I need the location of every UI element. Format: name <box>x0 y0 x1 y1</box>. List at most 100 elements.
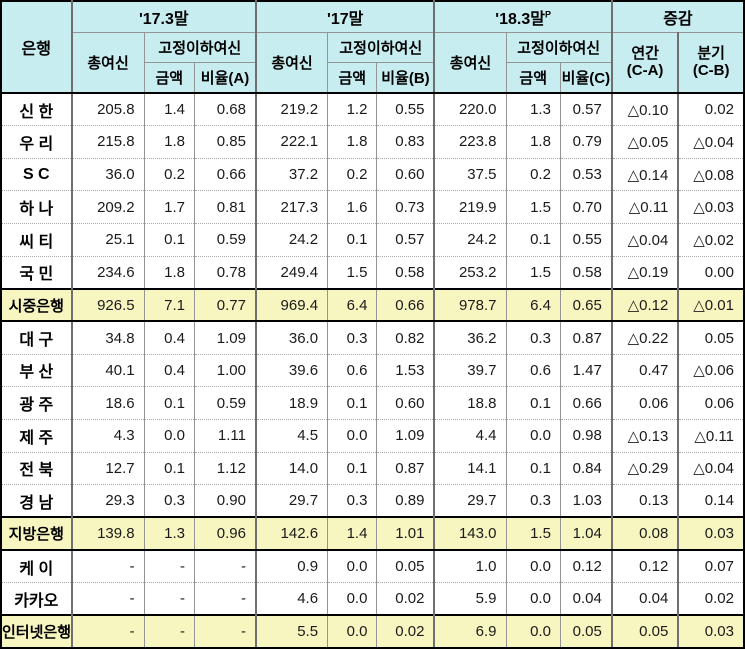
value-cell: 0.3 <box>143 484 196 518</box>
table-row: 국 민 234.6 1.8 0.78 249.4 1.5 0.58 253.2 1.5 0.58 △… <box>0 255 745 289</box>
value-cell: △0.05 <box>610 125 679 159</box>
value-cell: 0.98 <box>559 418 613 453</box>
summary-row: 지방은행 139.8 1.3 0.96 142.6 1.4 1.01 143.0 1.5 1.04… <box>0 516 745 551</box>
value-cell: 220.0 <box>433 92 507 126</box>
value-cell: 0.0 <box>143 418 196 453</box>
value-cell: 0.47 <box>610 353 679 387</box>
value-cell: 4.5 <box>255 418 329 453</box>
value-cell: 0.3 <box>327 484 378 518</box>
value-cell: 1.03 <box>559 484 613 518</box>
value-cell: 0.55 <box>559 223 613 257</box>
value-cell: 1.3 <box>505 92 561 126</box>
value-cell: △0.11 <box>677 418 745 453</box>
value-cell: - <box>70 614 145 649</box>
value-cell: 0.78 <box>194 255 257 289</box>
summary-row: 시중은행 926.5 7.1 0.77 969.4 6.4 0.66 978.7 6.4 0.65… <box>0 287 745 323</box>
value-cell: - <box>143 582 196 616</box>
value-cell: 0.0 <box>327 614 378 649</box>
value-cell: 0.4 <box>143 320 196 355</box>
value-cell: 1.2 <box>327 92 378 126</box>
table-row: 카카오 - - -4.6 0.0 0.02 5.9 0.0 0.04 0.04 0.02 <box>0 582 745 616</box>
value-cell: 0.04 <box>610 582 679 616</box>
value-cell: - <box>194 549 257 583</box>
value-cell: 1.4 <box>327 516 378 551</box>
table-row: 경 남 29.3 0.3 0.90 29.7 0.3 0.89 29.7 0.3 1.03 0.13… <box>0 484 745 518</box>
table-row: 대 구 34.8 0.4 1.09 36.0 0.3 0.82 36.2 0.3 0.87 △0.2… <box>0 320 745 355</box>
value-cell: 0.14 <box>677 484 745 518</box>
value-cell: 0.57 <box>559 92 613 126</box>
value-cell: 0.59 <box>194 386 257 420</box>
value-cell: 0.05 <box>559 614 613 649</box>
value-cell: 0.06 <box>677 386 745 420</box>
value-cell: 249.4 <box>255 255 329 289</box>
value-cell: 18.9 <box>255 386 329 420</box>
header-period-17: '17말 <box>254 0 435 33</box>
bank-name: 전 북 <box>0 451 73 485</box>
value-cell: 978.7 <box>433 287 507 323</box>
value-cell: 0.0 <box>327 582 378 616</box>
value-cell: 1.53 <box>376 353 435 387</box>
table-row: 케 이 - - -0.9 0.0 0.05 1.0 0.0 0.12 0.12 0.07 <box>0 549 745 583</box>
value-cell: 0.12 <box>610 549 679 583</box>
value-cell: 142.6 <box>255 516 329 551</box>
value-cell: 1.09 <box>194 320 257 355</box>
value-cell: - <box>70 549 145 583</box>
value-cell: 0.6 <box>505 353 561 387</box>
table-row: 부 산 40.1 0.4 1.00 39.6 0.6 1.53 39.7 0.6 1.47 0.47… <box>0 353 745 387</box>
bank-name: 국 민 <box>0 255 73 289</box>
value-cell: 0.60 <box>376 386 435 420</box>
header-total-loans-b: 총여신 <box>255 31 329 94</box>
header-period-17-3: '17.3말 <box>70 0 257 33</box>
value-cell: 253.2 <box>433 255 507 289</box>
value-cell: △0.04 <box>677 451 745 485</box>
header-ratio-c: 비율(C) <box>559 61 613 94</box>
value-cell: 0.68 <box>194 92 257 126</box>
value-cell: 0.96 <box>194 516 257 551</box>
value-cell: 1.5 <box>505 190 561 224</box>
value-cell: △0.12 <box>610 287 679 323</box>
value-cell: 217.3 <box>255 190 329 224</box>
value-cell: 1.11 <box>194 418 257 453</box>
value-cell: 1.8 <box>143 125 196 159</box>
bank-name: 시중은행 <box>0 287 73 323</box>
value-cell: 0.1 <box>143 386 196 420</box>
value-cell: 1.8 <box>327 125 378 159</box>
header-row-measures: 금액 비율(A) 금액 비율(B) 금액 비율(C) <box>1 61 744 94</box>
value-cell: 0.00 <box>677 255 745 289</box>
value-cell: 222.1 <box>255 125 329 159</box>
value-cell: 0.3 <box>327 320 378 355</box>
value-cell: 1.0 <box>433 549 507 583</box>
value-cell: 0.02 <box>677 92 745 126</box>
period-label: '17.3말 <box>138 10 189 28</box>
period-label: '18.3말 <box>495 10 545 28</box>
header-total-loans-a: 총여신 <box>70 31 145 94</box>
value-cell: 7.1 <box>143 287 196 323</box>
value-cell: △0.19 <box>610 255 679 289</box>
value-cell: 223.8 <box>433 125 507 159</box>
value-cell: 219.2 <box>255 92 329 126</box>
value-cell: △0.29 <box>610 451 679 485</box>
value-cell: 29.7 <box>433 484 507 518</box>
table-body: 신 한 205.8 1.4 0.68 219.2 1.2 0.55 220.0 1.3 0.57 △… <box>0 92 745 649</box>
value-cell: 5.5 <box>255 614 329 649</box>
table-row: 전 북 12.7 0.1 1.12 14.0 0.1 0.87 14.1 0.1 0.84 △0.2… <box>0 451 745 485</box>
value-cell: 0.03 <box>677 614 745 649</box>
value-cell: △0.03 <box>677 190 745 224</box>
header-amount-b: 금액 <box>327 61 378 94</box>
value-cell: 0.83 <box>376 125 435 159</box>
value-cell: 0.0 <box>505 614 561 649</box>
table-header: 은행 '17.3말 '17말 '18.3말P 증감 총여신 고정이하여신 총여신… <box>0 0 745 94</box>
value-cell: 24.2 <box>255 223 329 257</box>
value-cell: 219.9 <box>433 190 507 224</box>
value-cell: 34.8 <box>70 320 145 355</box>
value-cell: 1.6 <box>327 190 378 224</box>
value-cell: 0.53 <box>559 157 613 191</box>
value-cell: 0.0 <box>505 549 561 583</box>
value-cell: 0.07 <box>677 549 745 583</box>
value-cell: 14.0 <box>255 451 329 485</box>
value-cell: 0.6 <box>327 353 378 387</box>
value-cell: 0.0 <box>327 418 378 453</box>
value-cell: 29.3 <box>70 484 145 518</box>
value-cell: 0.2 <box>327 157 378 191</box>
